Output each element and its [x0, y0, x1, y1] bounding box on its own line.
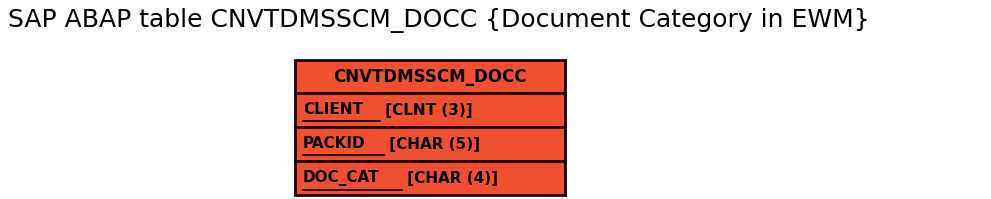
- Text: CNVTDMSSCM_DOCC: CNVTDMSSCM_DOCC: [333, 67, 527, 86]
- Text: PACKID: PACKID: [303, 137, 366, 151]
- Bar: [295, 60, 565, 93]
- Text: CLIENT: CLIENT: [303, 102, 363, 117]
- Text: [CHAR (5)]: [CHAR (5)]: [384, 137, 480, 151]
- Text: [CLNT (3)]: [CLNT (3)]: [381, 102, 473, 117]
- Text: [CHAR (4)]: [CHAR (4)]: [402, 171, 497, 185]
- Bar: [295, 127, 565, 161]
- Bar: [295, 93, 565, 127]
- Text: SAP ABAP table CNVTDMSSCM_DOCC {Document Category in EWM}: SAP ABAP table CNVTDMSSCM_DOCC {Document…: [8, 8, 870, 33]
- Text: DOC_CAT: DOC_CAT: [303, 170, 380, 186]
- Bar: [295, 161, 565, 195]
